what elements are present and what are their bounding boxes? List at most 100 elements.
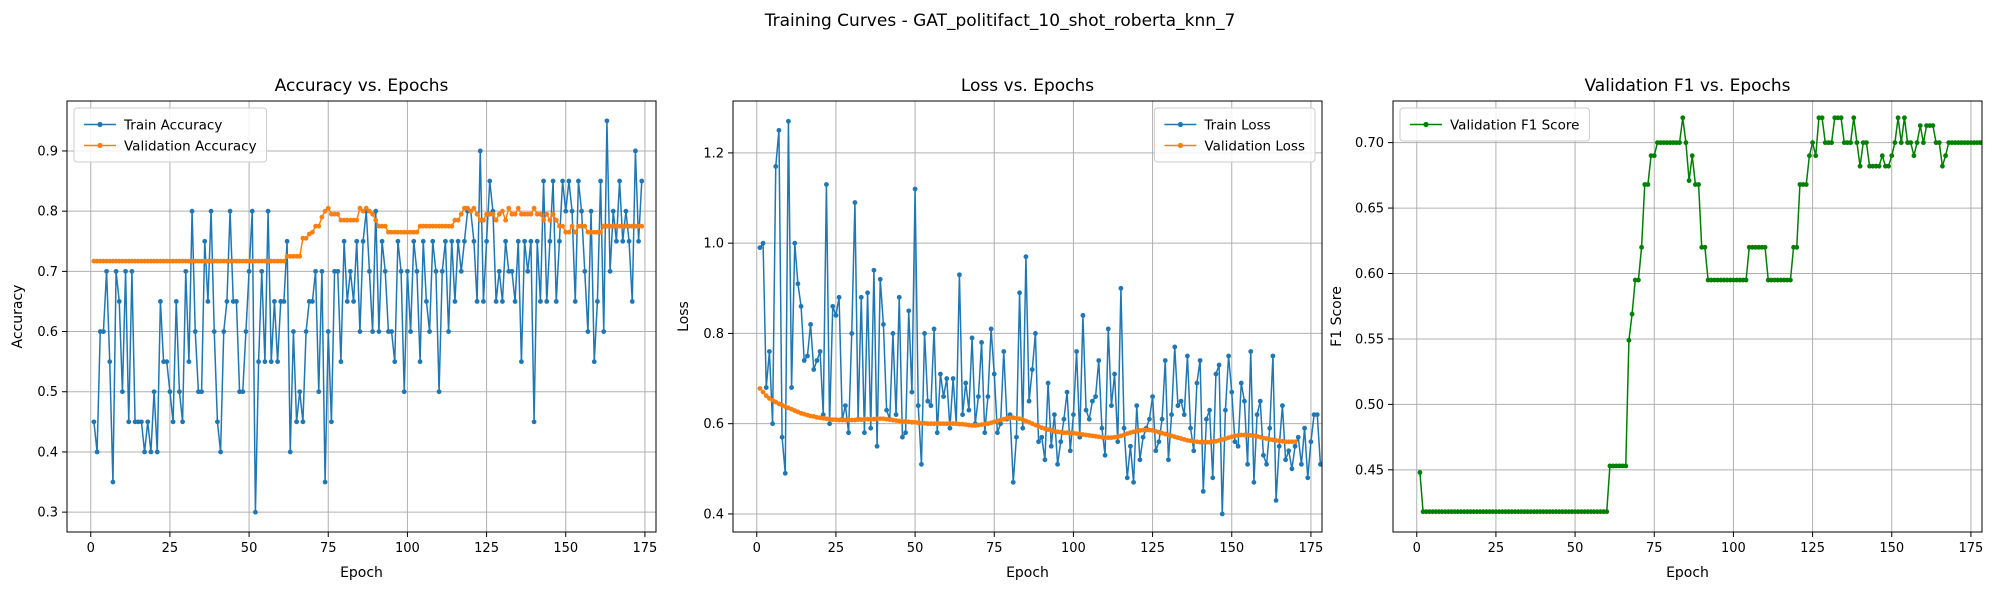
data-point	[588, 208, 594, 214]
data-point	[830, 303, 836, 309]
data-point	[139, 419, 144, 425]
data-point	[1917, 123, 1923, 129]
data-point	[158, 299, 163, 304]
data-point	[1689, 153, 1695, 159]
data-point	[481, 299, 486, 304]
data-point	[569, 208, 575, 214]
data-point	[148, 449, 154, 455]
x-tick-label: 0	[1413, 541, 1421, 556]
data-point	[1807, 153, 1812, 159]
data-point	[1166, 457, 1171, 463]
data-point	[1788, 277, 1793, 283]
data-point	[1261, 452, 1266, 458]
x-tick-label: 25	[162, 541, 179, 556]
data-point	[338, 359, 344, 365]
data-point	[979, 340, 984, 345]
data-point	[1848, 140, 1853, 146]
data-point	[496, 268, 502, 274]
data-point	[976, 394, 981, 400]
data-point	[1172, 344, 1178, 350]
data-point	[430, 238, 436, 244]
f1-legend: Validation F1 Score	[1399, 107, 1590, 142]
data-point	[824, 182, 829, 187]
data-point	[1626, 337, 1632, 343]
data-point	[503, 217, 508, 223]
data-point	[123, 268, 128, 274]
series-line	[93, 120, 643, 513]
data-point	[389, 329, 394, 334]
data-point	[208, 208, 214, 214]
data-point	[982, 430, 988, 436]
data-point	[760, 389, 766, 395]
data-point	[1118, 285, 1124, 291]
data-point	[1851, 115, 1857, 121]
data-point	[782, 470, 788, 476]
data-point	[909, 389, 915, 395]
data-point	[471, 238, 477, 244]
data-point	[601, 329, 607, 334]
data-point	[541, 217, 546, 223]
data-point	[1169, 412, 1174, 418]
data-point	[1636, 277, 1641, 283]
series-line	[1419, 117, 1982, 513]
data-point	[170, 419, 176, 425]
data-point	[126, 419, 132, 425]
data-point	[998, 421, 1003, 427]
data-point	[1102, 452, 1108, 458]
data-point	[560, 223, 565, 229]
data-point	[1109, 403, 1114, 409]
data-point	[91, 419, 97, 425]
data-point	[1295, 434, 1301, 440]
data-point	[890, 331, 896, 336]
data-point	[325, 329, 331, 334]
data-point	[550, 211, 556, 217]
data-point	[243, 329, 249, 334]
data-point	[919, 461, 924, 467]
data-point	[1058, 439, 1064, 445]
data-point	[1267, 425, 1273, 431]
y-tick-label: 0.8	[703, 327, 724, 342]
y-tick-label: 0.50	[1355, 398, 1384, 413]
data-point	[344, 299, 350, 304]
data-point	[1810, 140, 1815, 146]
data-point	[786, 118, 791, 124]
data-point	[874, 443, 880, 449]
legend-label: Train Accuracy	[123, 117, 222, 133]
data-point	[1235, 443, 1241, 449]
data-point	[941, 394, 946, 400]
figure-suptitle: Training Curves - GAT_politifact_10_shot…	[764, 11, 1236, 31]
data-point	[297, 389, 303, 395]
data-point	[629, 299, 635, 304]
legend-label: Validation F1 Score	[1450, 117, 1579, 133]
data-point	[487, 178, 493, 184]
data-point	[1036, 439, 1041, 445]
legend-label: Train Loss	[1203, 117, 1270, 133]
data-point	[925, 398, 931, 404]
data-point	[779, 434, 785, 440]
f1-chart-title: Validation F1 vs. Epochs	[1585, 76, 1791, 96]
data-point	[763, 385, 769, 390]
data-point	[893, 412, 899, 418]
data-point	[468, 208, 474, 214]
accuracy-legend-box	[73, 107, 268, 163]
data-point	[636, 238, 641, 244]
f1-y-axis-label: F1 Score	[1329, 286, 1345, 347]
data-point	[1908, 140, 1914, 146]
f1-score-series-validation-f1-score	[1417, 115, 1982, 515]
data-point	[852, 200, 858, 205]
data-point	[903, 430, 908, 436]
data-point	[550, 178, 556, 184]
data-point	[316, 223, 322, 229]
data-point	[357, 205, 363, 211]
x-tick-label: 0	[87, 541, 95, 556]
data-point	[1023, 254, 1029, 260]
data-point	[1156, 439, 1162, 445]
data-point	[528, 211, 534, 217]
data-point	[805, 353, 810, 359]
data-point	[1264, 461, 1269, 467]
data-point	[192, 329, 198, 334]
legend-label: Validation Accuracy	[124, 138, 257, 154]
data-point	[177, 389, 182, 395]
data-point	[145, 419, 151, 425]
data-point	[531, 419, 537, 425]
